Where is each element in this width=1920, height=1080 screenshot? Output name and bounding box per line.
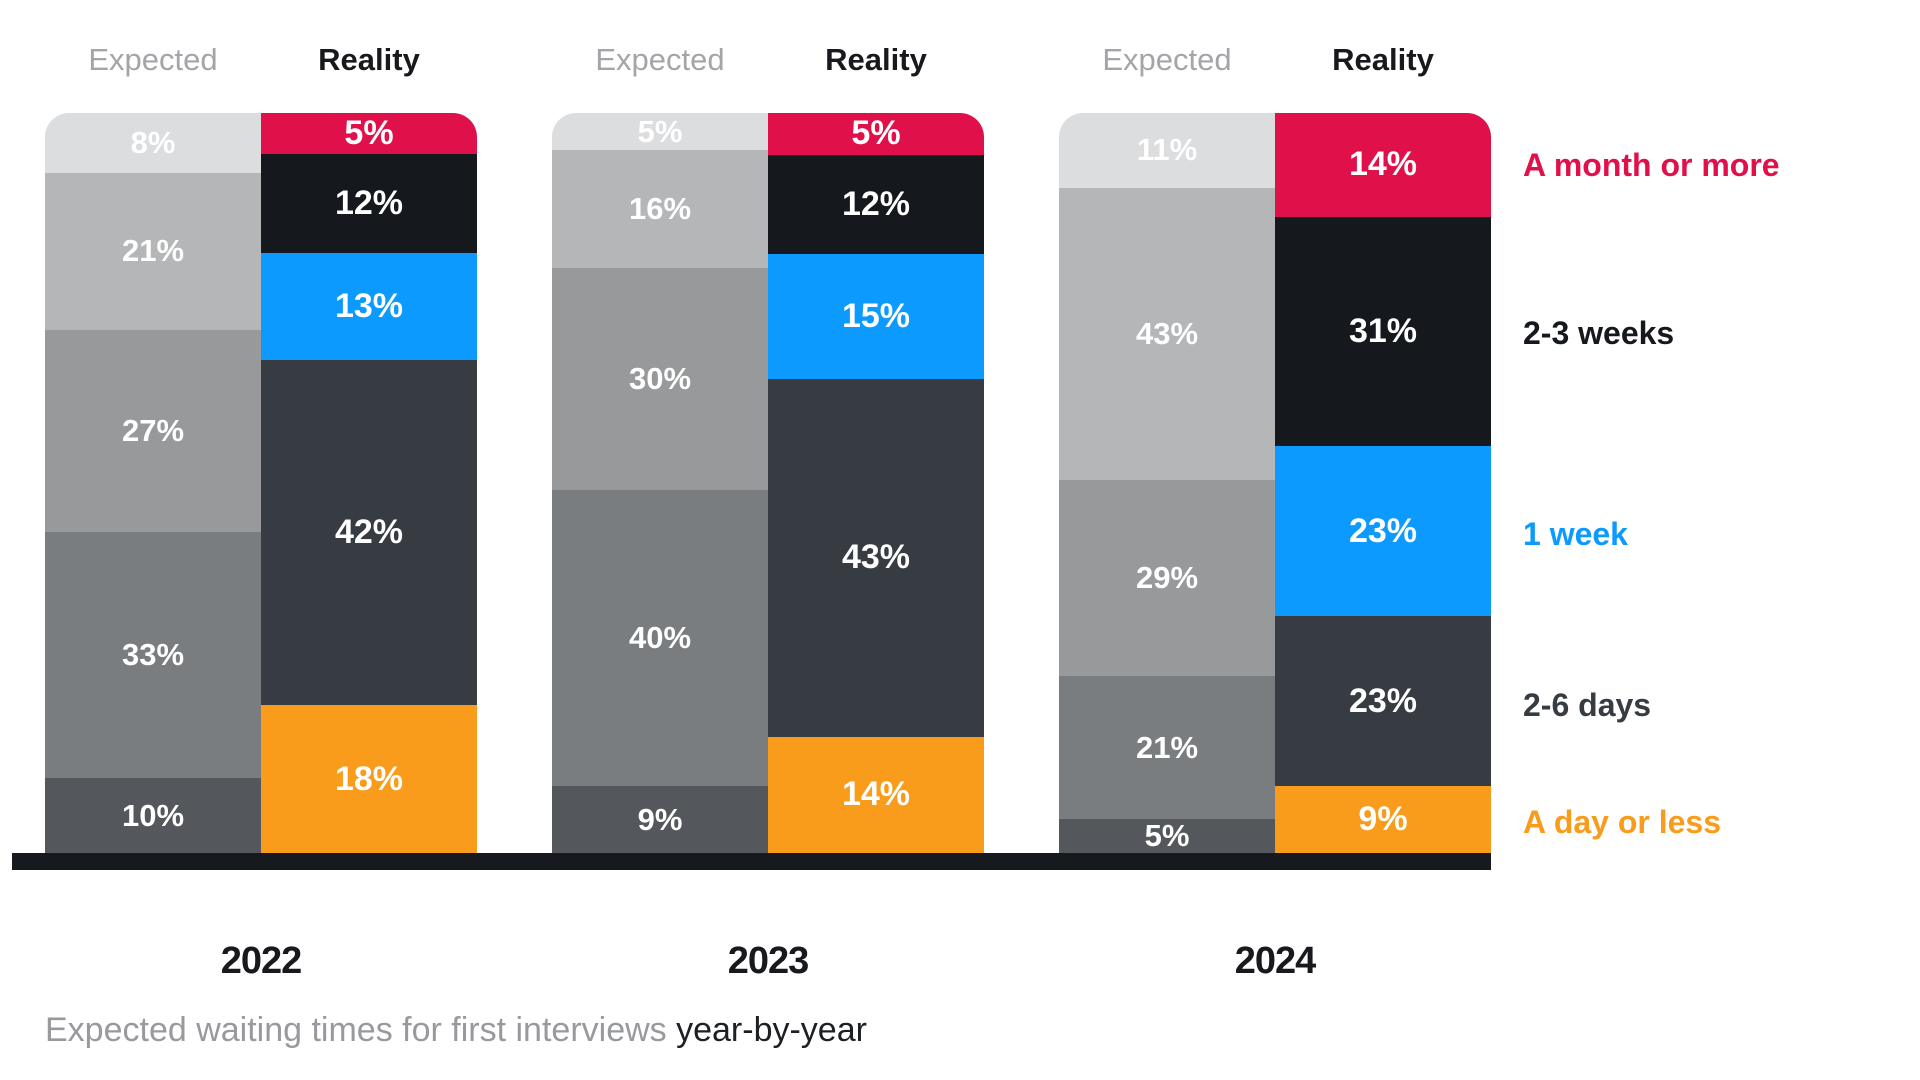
- reality-column-header: Reality: [825, 42, 927, 77]
- segment-value-label: 42%: [334, 512, 404, 551]
- column-headers: Expected Reality: [45, 40, 477, 80]
- chart-baseline: [12, 853, 1491, 870]
- segment-value-label: 40%: [628, 620, 692, 656]
- reality-bar-2024: 14% 31% 23% 23% 9%: [1275, 113, 1491, 853]
- year-group-2023: Expected Reality 5% 16% 30% 40% 9% 5% 12% 15% 43% 1…: [552, 0, 984, 1080]
- stacked-bar-chart: Expected Reality 8% 21% 27% 33% 10% 5% 12% 13% 42%…: [45, 0, 1491, 1080]
- segment-value-label: 12%: [334, 183, 404, 222]
- year-label: 2023: [727, 940, 810, 982]
- column-headers: Expected Reality: [1059, 40, 1491, 80]
- segment-value-label: 29%: [1135, 560, 1199, 596]
- segment-value-label: 43%: [1135, 315, 1199, 351]
- segment-value-label: 16%: [628, 191, 692, 227]
- bar-segment-2022-expected-2-3-weeks: 21%: [45, 172, 261, 330]
- segment-value-label: 8%: [130, 124, 176, 160]
- segment-value-label: 14%: [841, 775, 911, 814]
- expected-column-header: Expected: [595, 42, 725, 77]
- bar-segment-2022-reality-a-day-or-less: 18%: [261, 705, 477, 853]
- segment-value-label: 18%: [334, 759, 404, 798]
- segment-value-label: 15%: [841, 297, 911, 336]
- segment-value-label: 9%: [637, 801, 683, 837]
- bar-segment-2024-reality-a-month-or-more: 14%: [1275, 113, 1491, 217]
- bar-pair-2024: 11% 43% 29% 21% 5% 14% 31% 23% 23% 9%: [1059, 113, 1491, 853]
- segment-value-label: 21%: [121, 233, 185, 269]
- bar-segment-2022-expected-1-week: 27%: [45, 329, 261, 532]
- segment-value-label: 13%: [334, 286, 404, 325]
- bar-segment-2023-reality-2-6-days: 43%: [768, 379, 984, 737]
- legend-item-2-3-weeks: 2-3 weeks: [1523, 315, 1675, 351]
- bar-segment-2024-reality-1-week: 23%: [1275, 446, 1491, 617]
- bar-segment-2024-expected-a-day-or-less: 5%: [1059, 818, 1275, 853]
- segment-value-label: 9%: [1358, 800, 1408, 839]
- segment-value-label: 10%: [121, 797, 185, 833]
- bar-segment-2022-reality-2-6-days: 42%: [261, 359, 477, 705]
- caption-text-emphasis: year-by-year: [676, 1011, 867, 1049]
- legend-item-a-day-or-less: A day or less: [1523, 804, 1722, 840]
- bar-segment-2024-expected-2-3-weeks: 43%: [1059, 187, 1275, 480]
- chart-caption: Expected waiting times for first intervi…: [45, 1008, 867, 1052]
- reality-column-header: Reality: [1332, 42, 1434, 77]
- segment-value-label: 30%: [628, 361, 692, 397]
- bar-pair-2022: 8% 21% 27% 33% 10% 5% 12% 13% 42% 18%: [45, 113, 477, 853]
- legend-item-a-month-or-more: A month or more: [1523, 147, 1780, 183]
- segment-value-label: 14%: [1348, 145, 1418, 184]
- legend-item-2-6-days: 2-6 days: [1523, 687, 1652, 723]
- bar-segment-2024-expected-a-month-or-more: 11%: [1059, 113, 1275, 188]
- bar-segment-2023-reality-2-3-weeks: 12%: [768, 154, 984, 255]
- bar-segment-2023-expected-a-month-or-more: 5%: [552, 113, 768, 150]
- reality-bar-2023: 5% 12% 15% 43% 14%: [768, 113, 984, 854]
- expected-column-header: Expected: [1102, 42, 1232, 77]
- expected-bar-2022: 8% 21% 27% 33% 10%: [45, 113, 261, 853]
- bar-segment-2023-reality-a-day-or-less: 14%: [768, 736, 984, 854]
- bar-segment-2022-reality-1-week: 13%: [261, 252, 477, 360]
- year-label: 2024: [1234, 940, 1317, 982]
- year-group-2022: Expected Reality 8% 21% 27% 33% 10% 5% 12% 13% 42%…: [45, 0, 477, 1080]
- expected-column-header: Expected: [88, 42, 218, 77]
- bar-segment-2024-reality-2-3-weeks: 31%: [1275, 216, 1491, 446]
- expected-bar-2024: 11% 43% 29% 21% 5%: [1059, 113, 1275, 853]
- column-headers: Expected Reality: [552, 40, 984, 80]
- legend-item-1-week: 1 week: [1523, 516, 1628, 552]
- bar-segment-2023-reality-1-week: 15%: [768, 254, 984, 380]
- expected-bar-2023: 5% 16% 30% 40% 9%: [552, 113, 768, 853]
- bar-segment-2024-reality-2-6-days: 23%: [1275, 616, 1491, 787]
- bar-segment-2022-reality-a-month-or-more: 5%: [261, 113, 477, 155]
- bar-segment-2024-reality-a-day-or-less: 9%: [1275, 786, 1491, 853]
- reality-bar-2022: 5% 12% 13% 42% 18%: [261, 113, 477, 853]
- segment-value-label: 12%: [841, 184, 911, 223]
- year-label: 2022: [220, 940, 303, 982]
- bar-segment-2023-reality-a-month-or-more: 5%: [768, 113, 984, 155]
- bar-segment-2023-expected-1-week: 30%: [552, 268, 768, 491]
- bar-segment-2022-expected-2-6-days: 33%: [45, 531, 261, 779]
- segment-value-label: 5%: [344, 114, 394, 153]
- bar-segment-2022-reality-2-3-weeks: 12%: [261, 154, 477, 253]
- bar-segment-2023-expected-a-day-or-less: 9%: [552, 786, 768, 853]
- segment-value-label: 43%: [841, 538, 911, 577]
- segment-value-label: 23%: [1348, 511, 1418, 550]
- segment-value-label: 5%: [851, 114, 901, 153]
- bar-segment-2022-expected-a-month-or-more: 8%: [45, 113, 261, 173]
- reality-column-header: Reality: [318, 42, 420, 77]
- bar-segment-2024-expected-1-week: 29%: [1059, 479, 1275, 677]
- bar-segment-2023-expected-2-3-weeks: 16%: [552, 150, 768, 269]
- bar-segment-2022-expected-a-day-or-less: 10%: [45, 778, 261, 853]
- segment-value-label: 33%: [121, 636, 185, 672]
- segment-value-label: 5%: [1144, 818, 1190, 853]
- segment-value-label: 21%: [1135, 729, 1199, 765]
- segment-value-label: 11%: [1136, 132, 1198, 168]
- segment-value-label: 23%: [1348, 681, 1418, 720]
- bar-pair-2023: 5% 16% 30% 40% 9% 5% 12% 15% 43% 14%: [552, 113, 984, 854]
- segment-value-label: 5%: [637, 113, 683, 149]
- year-group-2024: Expected Reality 11% 43% 29% 21% 5% 14% 31% 23% 23…: [1059, 0, 1491, 1080]
- segment-value-label: 31%: [1348, 311, 1418, 350]
- segment-value-label: 27%: [121, 412, 185, 448]
- bar-segment-2023-expected-2-6-days: 40%: [552, 490, 768, 787]
- bar-segment-2024-expected-2-6-days: 21%: [1059, 676, 1275, 820]
- caption-text: Expected waiting times for first intervi…: [45, 1011, 677, 1049]
